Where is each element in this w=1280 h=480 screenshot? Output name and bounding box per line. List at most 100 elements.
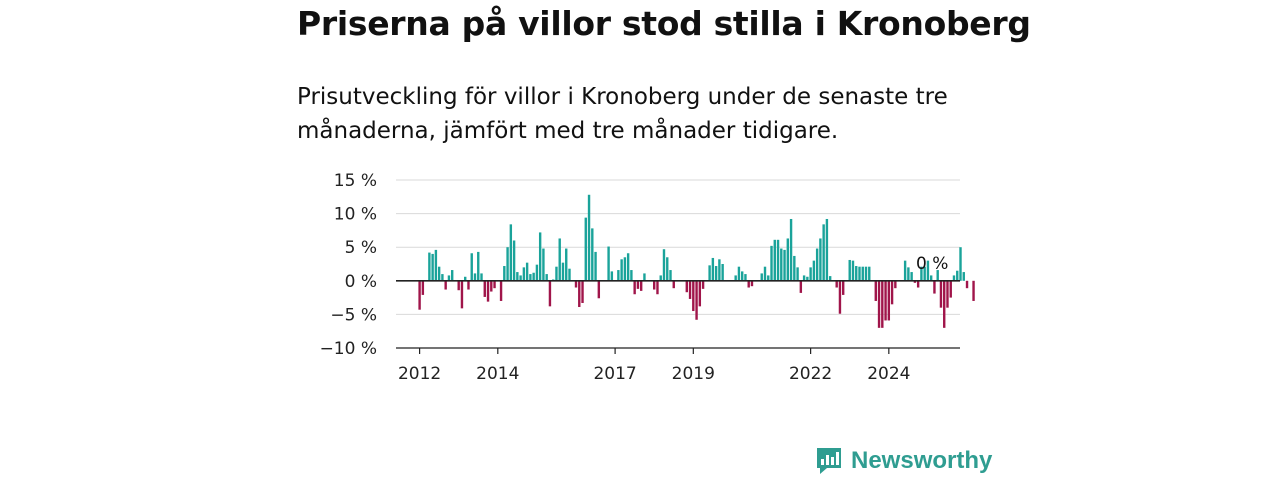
bar — [855, 266, 858, 281]
bar — [874, 280, 877, 301]
bar — [959, 247, 962, 281]
bar — [626, 253, 630, 281]
bar — [698, 280, 702, 307]
bar — [529, 274, 532, 281]
bar — [737, 266, 741, 281]
bar — [636, 280, 640, 289]
bar — [610, 271, 614, 281]
bar — [776, 239, 780, 281]
bar — [740, 271, 744, 281]
bar — [819, 238, 822, 281]
bar — [786, 238, 790, 281]
bar — [842, 280, 845, 295]
bar — [584, 217, 587, 281]
bar — [467, 280, 470, 290]
bar — [444, 280, 447, 290]
bar — [884, 280, 887, 321]
bar — [877, 280, 881, 328]
bar — [952, 275, 956, 281]
bar — [525, 262, 529, 281]
y-axis-ticks: 15 % 10 % 5 % 0 % −5 % −10 % — [320, 171, 377, 359]
bar — [894, 280, 897, 289]
x-tick-label: 2014 — [476, 364, 519, 384]
bar — [441, 274, 444, 281]
bar — [887, 280, 891, 321]
bar — [457, 280, 460, 291]
bar — [555, 266, 558, 281]
bar — [607, 246, 610, 281]
bar — [809, 267, 812, 281]
bar — [949, 280, 952, 298]
bar — [923, 266, 926, 281]
bar — [802, 275, 806, 281]
bar — [428, 252, 431, 281]
bar — [692, 280, 695, 312]
bar — [630, 270, 633, 281]
bar — [835, 280, 838, 288]
chart-subtitle: Prisutveckling för villor i Kronoberg un… — [297, 84, 948, 144]
bar — [617, 270, 620, 281]
bar — [460, 280, 464, 309]
bar — [965, 280, 969, 289]
bar — [486, 280, 490, 302]
x-tick-label: 2022 — [789, 364, 832, 384]
bar — [464, 276, 467, 281]
bar — [653, 280, 656, 290]
bar — [861, 266, 864, 281]
bar — [532, 272, 535, 281]
bar — [483, 280, 486, 297]
bar — [806, 276, 809, 281]
bar — [548, 280, 552, 307]
bar — [763, 266, 767, 281]
x-tick-label: 2017 — [593, 364, 636, 384]
bar — [913, 280, 917, 283]
x-tick-label: 2012 — [398, 364, 441, 384]
bar — [669, 270, 672, 281]
bar — [708, 265, 711, 281]
bar — [920, 266, 923, 281]
bar — [793, 255, 796, 281]
bar — [542, 248, 545, 281]
bar — [910, 272, 913, 281]
bar — [565, 248, 568, 281]
bar — [503, 266, 506, 281]
bar — [939, 280, 943, 308]
y-tick-label: 0 % — [345, 272, 377, 292]
bar — [437, 266, 441, 281]
bar — [903, 260, 907, 281]
y-tick-label: −10 % — [320, 339, 377, 359]
bar — [822, 224, 825, 281]
bar — [594, 251, 597, 281]
bar — [744, 274, 747, 281]
bar — [662, 249, 666, 281]
bar — [688, 280, 692, 299]
bar — [522, 267, 526, 281]
bar — [721, 264, 724, 281]
bar — [656, 280, 659, 295]
y-tick-label: 10 % — [334, 205, 377, 225]
bar — [633, 280, 636, 295]
bar — [929, 275, 933, 281]
bar — [825, 218, 829, 281]
bar — [561, 262, 565, 281]
bar — [447, 275, 451, 281]
x-tick-label: 2019 — [672, 364, 715, 384]
bar — [506, 247, 509, 281]
bar — [858, 266, 861, 281]
bar — [574, 280, 578, 288]
bar — [490, 280, 493, 292]
bar — [493, 280, 496, 289]
bar — [747, 280, 750, 288]
y-tick-label: −5 % — [330, 305, 377, 325]
bar — [848, 259, 851, 281]
bar — [890, 280, 894, 305]
bar — [695, 280, 698, 320]
bar — [773, 239, 776, 281]
bar — [578, 280, 581, 308]
bar — [450, 270, 454, 281]
bar — [943, 280, 946, 328]
bar — [718, 259, 721, 281]
bar — [473, 273, 477, 281]
bar — [946, 280, 949, 308]
bar — [421, 280, 425, 295]
